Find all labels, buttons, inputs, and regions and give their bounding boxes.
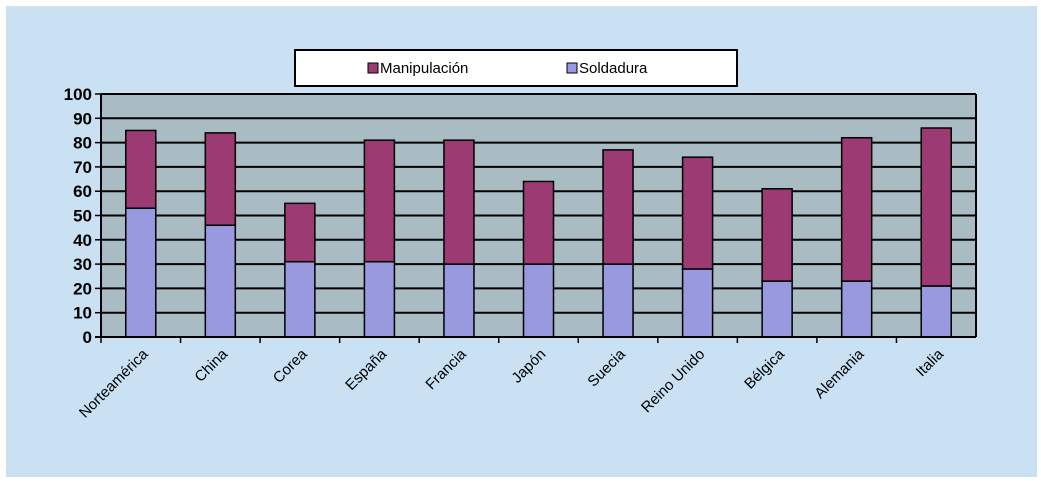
x-tick-label-italia: Italia (913, 345, 948, 380)
bar-soldadura-china (204, 224, 237, 338)
x-tick-label-norteamerica: Norteamérica (76, 345, 152, 421)
legend-box (294, 49, 738, 87)
x-tick-label-reino-unido: Reino Unido (638, 346, 708, 416)
y-tick-label-40: 40 (73, 231, 92, 250)
x-tick-label-espana: España (342, 345, 390, 393)
y-tick-label-10: 10 (73, 304, 92, 323)
bar-manipulacion-suecia (602, 149, 634, 265)
y-tick-label-80: 80 (73, 134, 92, 153)
bar-manipulacion-espana (363, 139, 396, 263)
x-tick-label-corea: Corea (270, 345, 311, 386)
legend-swatch-manipulacion (367, 62, 379, 74)
bar-soldadura-corea (284, 260, 316, 338)
bar-soldadura-francia (443, 263, 475, 338)
legend-swatch-soldadura (566, 62, 578, 74)
y-tick-label-30: 30 (73, 255, 92, 274)
y-tick-label-50: 50 (73, 207, 92, 226)
bar-soldadura-norteamerica (125, 207, 157, 338)
x-tick-label-francia: Francia (422, 345, 470, 393)
bar-manipulacion-belgica (761, 188, 793, 282)
x-tick-label-alemania: Alemania (811, 345, 868, 402)
y-tick-label-60: 60 (73, 182, 92, 201)
x-tick-label-china: China (191, 345, 231, 385)
y-tick-label-70: 70 (73, 158, 92, 177)
x-tick-label-japon: Japón (508, 346, 549, 387)
y-tick-label-20: 20 (73, 279, 92, 298)
x-tick-label-belgica: Bélgica (741, 345, 788, 392)
bar-manipulacion-reino-unido (681, 156, 714, 270)
y-tick-label-90: 90 (73, 109, 92, 128)
bar-manipulacion-norteamerica (125, 129, 157, 209)
stacked-bar-chart: 0 10 20 30 40 50 60 70 80 90 100 Norteamérica China… (64, 49, 977, 421)
chart-frame: 0 10 20 30 40 50 60 70 80 90 100 Norteamérica China… (6, 6, 1037, 477)
bar-manipulacion-china (204, 132, 237, 226)
bar-manipulacion-francia (443, 139, 475, 265)
x-tick-label-suecia: Suecia (584, 345, 629, 390)
bar-soldadura-italia (920, 285, 952, 338)
legend-label-manipulacion: Manipulación (380, 60, 468, 77)
legend: Manipulación Soldadura (294, 49, 738, 87)
legend-label-soldadura: Soldadura (579, 60, 648, 77)
bar-manipulacion-corea (284, 202, 316, 263)
bar-soldadura-alemania (840, 280, 873, 338)
bar-soldadura-espana (363, 260, 396, 338)
bar-manipulacion-japon (522, 180, 555, 265)
y-tick-label-100: 100 (64, 85, 92, 104)
y-tick-label-0: 0 (83, 328, 92, 347)
bar-soldadura-suecia (602, 263, 634, 338)
bar-soldadura-japon (522, 263, 555, 338)
bar-manipulacion-italia (920, 127, 952, 287)
bar-manipulacion-alemania (840, 136, 873, 282)
bar-soldadura-belgica (761, 280, 793, 338)
bar-soldadura-reino-unido (681, 268, 714, 338)
